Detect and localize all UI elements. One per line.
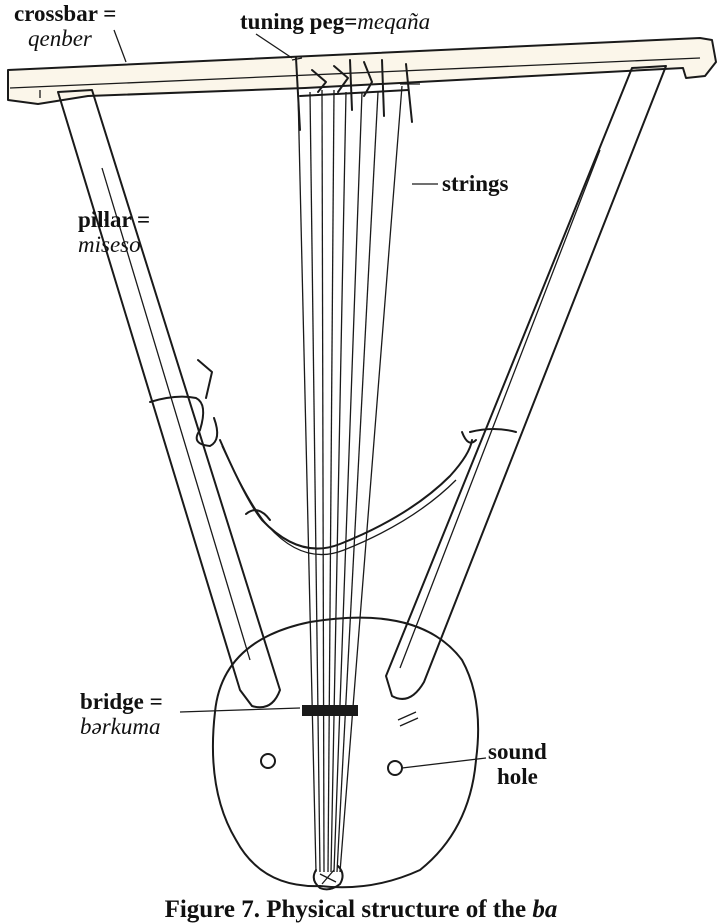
bridge-term: bridge = bbox=[80, 689, 163, 714]
left-pillar bbox=[57, 89, 281, 709]
crossbar-term: crossbar = bbox=[14, 1, 117, 26]
tailpiece-knot bbox=[312, 865, 344, 891]
crossbar-local-name: qenber bbox=[28, 26, 92, 51]
strings-group bbox=[297, 85, 403, 873]
strings-label: strings bbox=[442, 172, 508, 195]
bridge-local-name: bərkuma bbox=[80, 714, 161, 739]
caption-prefix: Figure 7. bbox=[164, 896, 260, 923]
left-sound-hole bbox=[260, 753, 276, 769]
pillar-term: pillar = bbox=[78, 207, 151, 232]
figure-caption: Figure 7. Physical structure of the ba bbox=[0, 896, 722, 924]
sound-hole-label: sound hole bbox=[488, 740, 547, 788]
tuning-peg-local-name: meqaña bbox=[357, 9, 431, 34]
crossbar bbox=[7, 37, 717, 105]
tuning-peg-term: tuning peg bbox=[240, 9, 345, 34]
pillar-local-name: miseso bbox=[78, 232, 141, 257]
sound-hole-term-2: hole bbox=[496, 764, 538, 789]
leader-lines bbox=[104, 29, 487, 769]
strings-term: strings bbox=[442, 171, 509, 196]
sound-hole-term-1: sound bbox=[488, 739, 547, 764]
right-sound-hole bbox=[387, 760, 403, 776]
bridge-piece bbox=[302, 705, 358, 716]
caption-suffix: ba bbox=[532, 896, 558, 923]
right-pillar bbox=[385, 65, 667, 700]
carrying-cord bbox=[149, 359, 517, 556]
bridge-label: bridge = bərkuma bbox=[80, 690, 163, 738]
tuning-peg-label: tuning peg=meqaña bbox=[240, 10, 430, 33]
caption-text: Physical structure of the bbox=[266, 896, 527, 923]
crossbar-label: crossbar = qenber bbox=[14, 2, 116, 50]
sound-box bbox=[211, 616, 480, 889]
tuning-pegs bbox=[291, 57, 420, 131]
tuning-peg-eq: = bbox=[344, 9, 358, 34]
pillar-label: pillar = miseso bbox=[78, 208, 150, 256]
